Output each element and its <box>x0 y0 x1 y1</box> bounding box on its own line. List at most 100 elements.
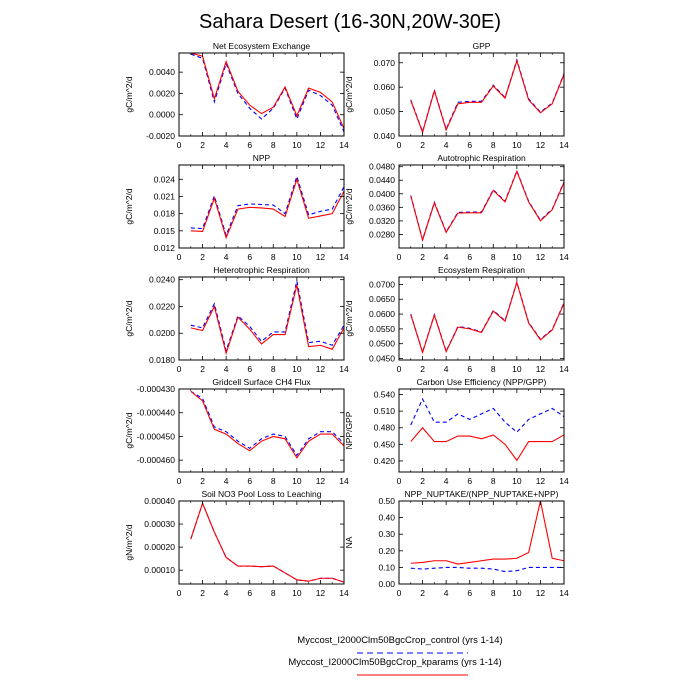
legend-label-control: Myccost_I2000Clm50BgcCrop_control (yrs 1… <box>297 635 502 646</box>
y-tick-label: 0.00020 <box>144 542 175 552</box>
panel-gridcell-surface-ch4-flux: Gridcell Surface CH4 Flux gC/m^2/d 0 2 4 6 8 10… <box>124 377 349 486</box>
y-axis-label: NA <box>344 536 354 548</box>
y-tick-label: 0.30 <box>378 529 395 539</box>
x-tick-label: 10 <box>292 364 302 374</box>
x-tick-label: 10 <box>512 252 522 262</box>
x-tick-label: 12 <box>316 588 326 598</box>
x-tick-label: 4 <box>224 140 229 150</box>
x-tick-label: 12 <box>536 252 546 262</box>
y-tick-label: 0.024 <box>154 174 176 184</box>
x-tick-label: 8 <box>491 588 496 598</box>
x-tick-label: 12 <box>536 140 546 150</box>
y-tick-label: 0.0700 <box>369 279 395 289</box>
y-tick-label: 0.040 <box>374 131 396 141</box>
panel-title: Carbon Use Efficiency (NPP/GPP) <box>417 377 547 387</box>
y-tick-label: 0.0480 <box>369 162 395 172</box>
x-tick-label: 0 <box>177 140 182 150</box>
y-axis-label: NPP/GPP <box>344 411 354 449</box>
x-tick-label: 6 <box>467 252 472 262</box>
x-tick-label: 8 <box>271 364 276 374</box>
series-line-kparams <box>410 58 564 135</box>
y-tick-label: 0.015 <box>154 226 176 236</box>
x-tick-label: 2 <box>200 588 205 598</box>
x-tick-label: 10 <box>512 140 522 150</box>
x-tick-label: 0 <box>177 252 182 262</box>
x-tick-label: 8 <box>491 476 496 486</box>
panel-npp-nuptake-npp-nuptake-npp: NPP_NUPTAKE/(NPP_NUPTAKE+NPP) NA 0 2 4 6 8 10 12… <box>344 489 569 598</box>
y-tick-label: 0.0600 <box>369 309 395 319</box>
x-tick-label: 14 <box>559 476 569 486</box>
x-tick-label: 4 <box>444 140 449 150</box>
series-line-kparams <box>190 501 344 583</box>
panel-title: Ecosystem Respiration <box>438 265 525 275</box>
y-tick-label: 0.40 <box>378 513 395 523</box>
x-tick-label: 12 <box>316 140 326 150</box>
x-tick-label: 6 <box>247 140 252 150</box>
y-tick-label: 0.021 <box>154 191 176 201</box>
y-axis-label: gC/m^2/d <box>124 76 134 112</box>
y-tick-label: 0.0400 <box>369 189 395 199</box>
y-tick-label: -0.0020 <box>146 131 175 141</box>
panel-title: Autotrophic Respiration <box>437 153 526 163</box>
panel-heterotrophic-respiration: Heterotrophic Respiration gC/m^2/d 0 2 4 6 8 10… <box>124 265 349 374</box>
x-tick-label: 14 <box>339 476 349 486</box>
y-tick-label: -0.000460 <box>137 455 176 465</box>
figure-title: Sahara Desert (16-30N,20W-30E) <box>199 11 501 33</box>
panels: Net Ecosystem Exchange gC/m^2/d 0 2 4 6 8 10 12 1… <box>124 41 569 598</box>
y-tick-label: 0.0000 <box>149 110 175 120</box>
series-line-control <box>190 280 344 353</box>
x-tick-label: 2 <box>420 476 425 486</box>
x-tick-label: 10 <box>292 252 302 262</box>
x-tick-label: 6 <box>467 364 472 374</box>
y-tick-label: 0.00 <box>378 579 395 589</box>
x-tick-label: 14 <box>559 252 569 262</box>
x-tick-label: 10 <box>292 588 302 598</box>
x-tick-label: 4 <box>444 252 449 262</box>
series-line-control <box>190 390 344 457</box>
series-line-kparams <box>190 177 344 240</box>
x-tick-label: 0 <box>397 588 402 598</box>
x-tick-label: 12 <box>316 476 326 486</box>
x-tick-label: 8 <box>271 140 276 150</box>
y-tick-label: 0.540 <box>374 390 396 400</box>
y-tick-label: 0.0280 <box>369 229 395 239</box>
y-tick-label: 0.0360 <box>369 202 395 212</box>
x-tick-label: 8 <box>271 252 276 262</box>
panel-title: Heterotrophic Respiration <box>213 265 310 275</box>
x-tick-label: 8 <box>271 588 276 598</box>
x-tick-label: 14 <box>339 364 349 374</box>
y-tick-label: 0.0220 <box>149 301 175 311</box>
x-tick-label: 2 <box>200 364 205 374</box>
panel-gpp: GPP gC/m^2/d 0 2 4 6 8 10 12 14 0.040 0.050 0.060 0.0… <box>344 41 569 150</box>
series-line-control <box>190 174 344 238</box>
series-line-control <box>410 566 564 573</box>
x-tick-label: 2 <box>420 252 425 262</box>
x-tick-label: 10 <box>292 140 302 150</box>
x-tick-label: 4 <box>224 364 229 374</box>
y-tick-label: 0.0550 <box>369 324 395 334</box>
x-tick-label: 2 <box>200 140 205 150</box>
y-axis-label: gN/m^2/d <box>124 524 134 560</box>
x-tick-label: 0 <box>177 476 182 486</box>
panel-title: NPP <box>253 153 271 163</box>
x-tick-label: 12 <box>316 252 326 262</box>
y-tick-label: 0.050 <box>374 107 396 117</box>
panel-npp: NPP gC/m^2/d 0 2 4 6 8 10 12 14 0.012 0.015 0.018 0.0… <box>124 153 349 262</box>
y-tick-label: 0.510 <box>374 406 396 416</box>
y-tick-label: 0.0180 <box>149 355 175 365</box>
y-tick-label: 0.012 <box>154 243 176 253</box>
x-tick-label: 14 <box>559 588 569 598</box>
y-tick-label: -0.000430 <box>137 384 176 394</box>
x-tick-label: 14 <box>559 140 569 150</box>
x-tick-label: 6 <box>467 588 472 598</box>
y-tick-label: 0.450 <box>374 439 396 449</box>
x-tick-label: 2 <box>420 588 425 598</box>
x-tick-label: 10 <box>512 588 522 598</box>
series-line-kparams <box>410 280 564 355</box>
y-tick-label: -0.000450 <box>137 431 176 441</box>
x-tick-label: 8 <box>271 476 276 486</box>
x-tick-label: 10 <box>512 364 522 374</box>
panel-net-ecosystem-exchange: Net Ecosystem Exchange gC/m^2/d 0 2 4 6 8 10 12 1… <box>124 41 349 150</box>
y-tick-label: 0.018 <box>154 209 176 219</box>
y-tick-label: 0.0450 <box>369 354 395 364</box>
